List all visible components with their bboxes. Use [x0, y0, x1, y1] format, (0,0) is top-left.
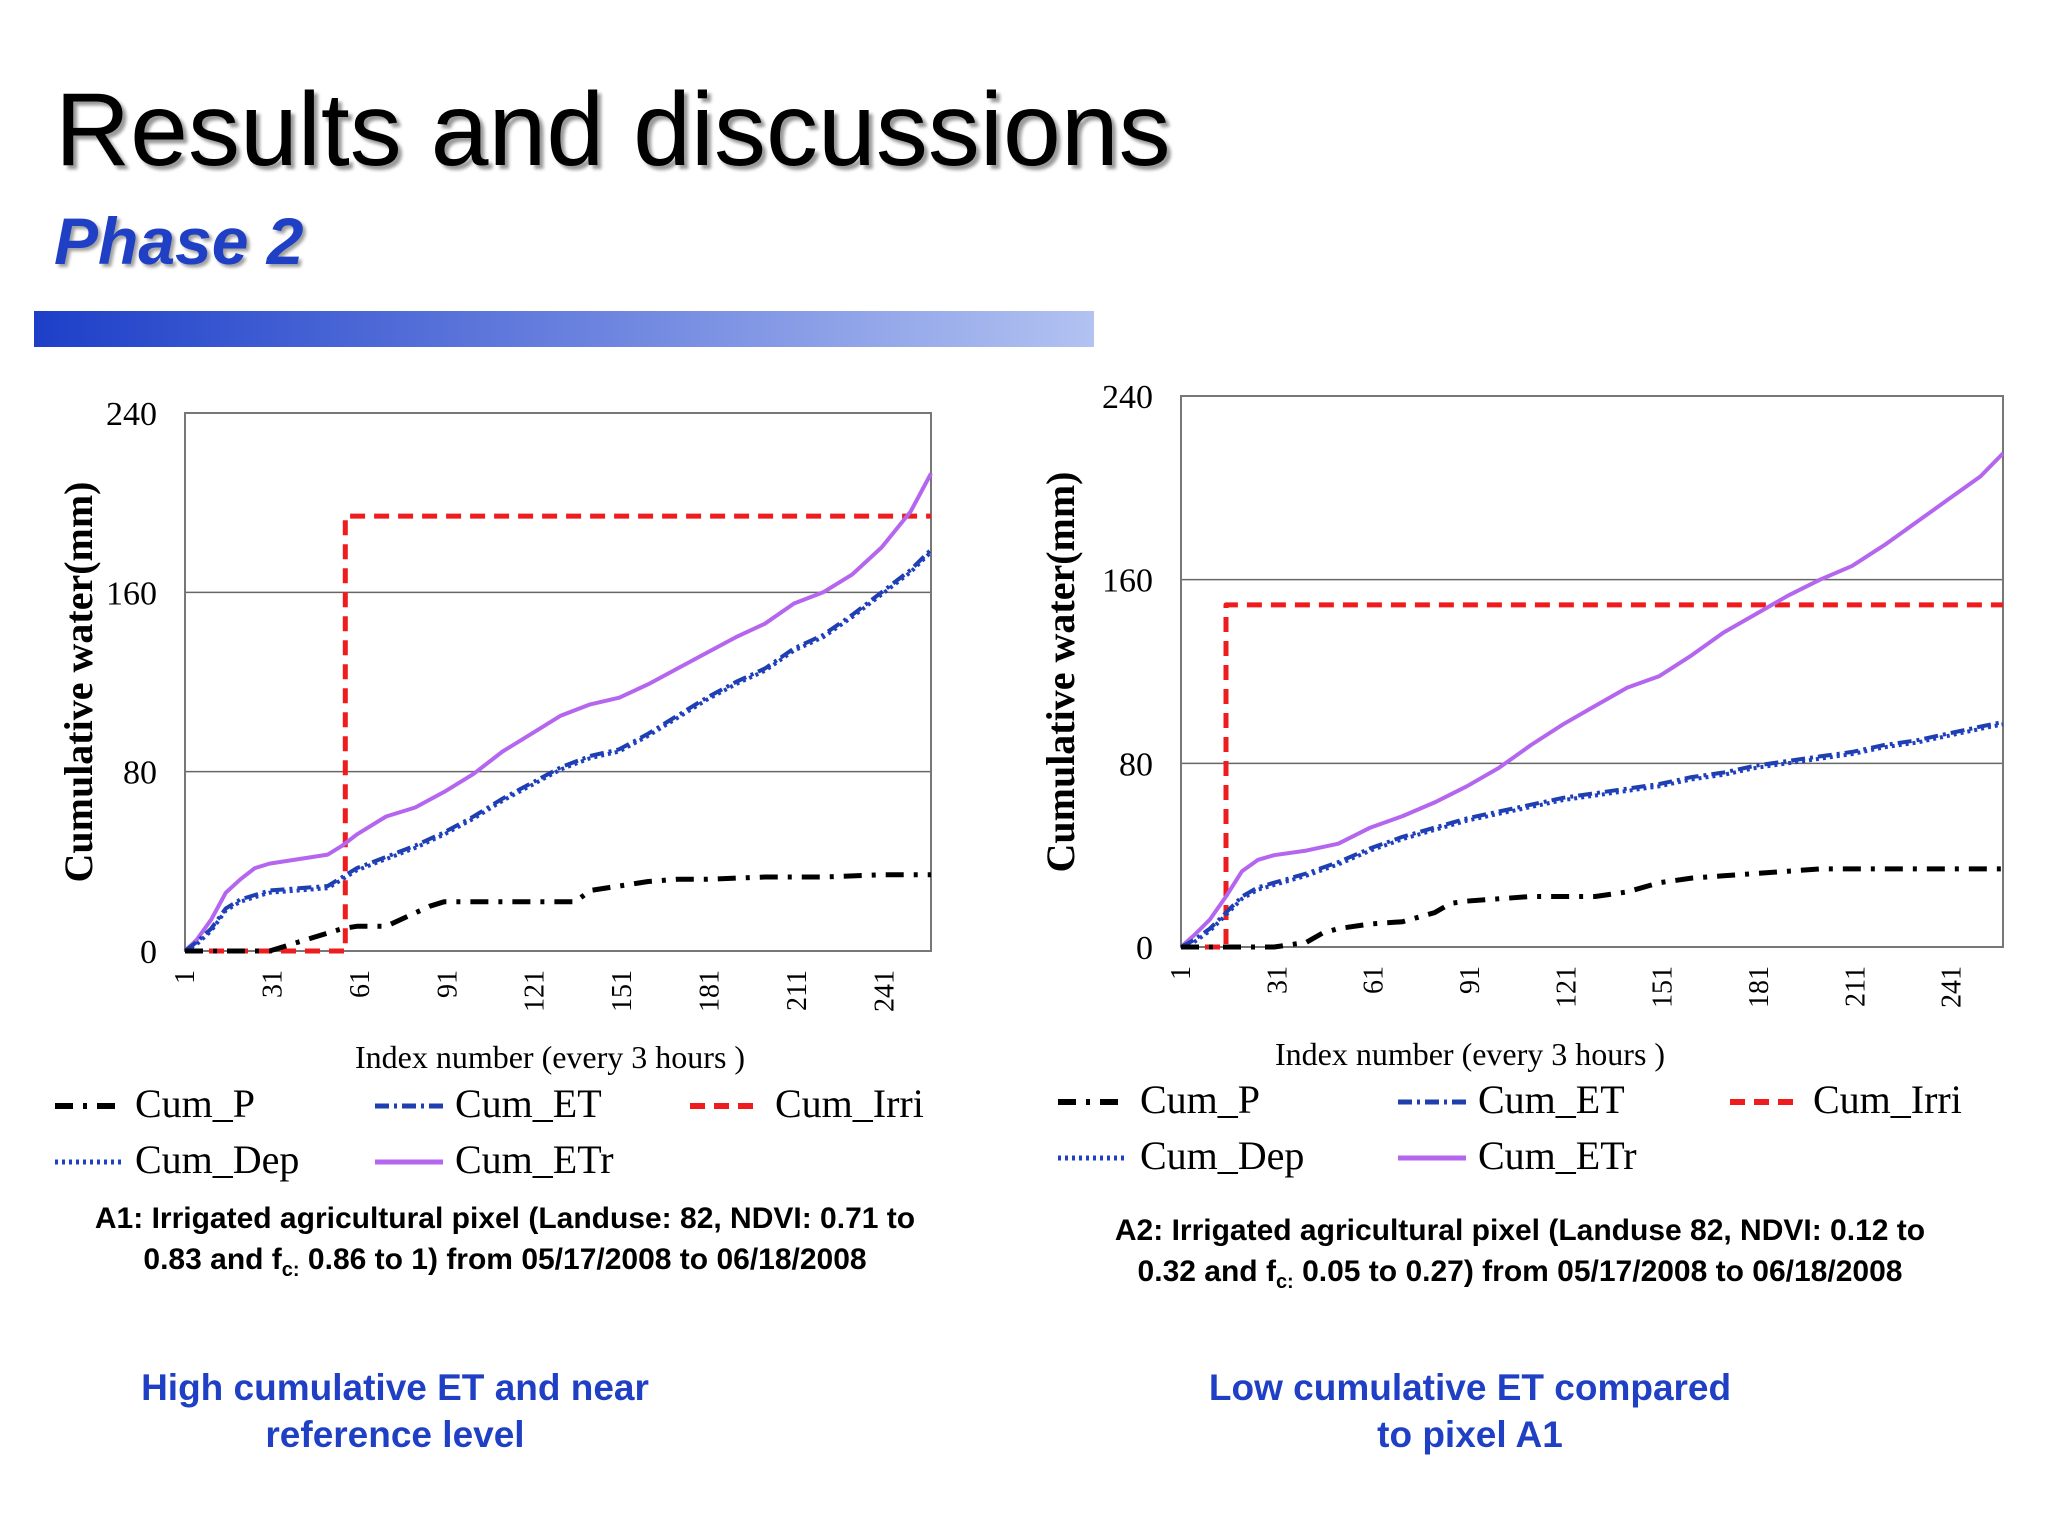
x-axis-label: Index number (every 3 hours )	[1275, 1036, 1665, 1072]
caption-a2-line2-post: 0.05 to 0.27) from 05/17/2008 to 06/18/2…	[1293, 1255, 1903, 1288]
ytick-label-0: 0	[140, 934, 157, 971]
legend-label-cum-et: Cum_ET	[455, 1081, 602, 1126]
plot-frame	[1180, 395, 2004, 948]
series-line-cum-irri	[185, 513, 931, 954]
legend-label-cum-etr: Cum_ETr	[1478, 1133, 1637, 1178]
xtick-label-151: 151	[607, 970, 638, 1012]
legend-label-cum-dep: Cum_Dep	[1140, 1133, 1304, 1178]
xtick-label-181: 181	[1744, 966, 1775, 1008]
series-line-cum-et	[1180, 720, 2004, 949]
slide-title: Results and discussions	[55, 72, 1171, 188]
note-left: High cumulative ET and near reference le…	[95, 1364, 695, 1458]
caption-a2-line2: 0.32 and fc: 0.05 to 0.27) from 05/17/20…	[1045, 1251, 1995, 1303]
xtick-label-91: 91	[432, 970, 463, 998]
ytick-label-80: 80	[123, 755, 157, 792]
note-right-line2: to pixel A1	[1377, 1414, 1563, 1455]
series-line-cum-dep	[184, 550, 933, 953]
legend-label-cum-et: Cum_ET	[1478, 1077, 1625, 1122]
y-axis-label: Cumulative water(mm)	[56, 482, 101, 883]
xtick-label-31: 31	[257, 970, 288, 998]
caption-a1: A1: Irrigated agricultural pixel (Landus…	[30, 1198, 980, 1291]
xtick-label-121: 121	[520, 970, 551, 1012]
caption-a1-line2-post: 0.86 to 1) from 05/17/2008 to 06/18/2008	[299, 1243, 867, 1276]
legend-label-cum-p: Cum_P	[135, 1081, 255, 1126]
note-left-line2: reference level	[265, 1414, 525, 1455]
caption-a2: A2: Irrigated agricultural pixel (Landus…	[1045, 1210, 1995, 1303]
series-line-cum-etr	[183, 472, 933, 953]
xtick-label-91: 91	[1455, 966, 1486, 994]
y-axis-label: Cumulative water(mm)	[1038, 472, 1083, 873]
legend-label-cum-p: Cum_P	[1140, 1077, 1260, 1122]
caption-a1-line2-sub: c:	[281, 1259, 300, 1281]
caption-a2-line2-pre: 0.32 and f	[1137, 1255, 1276, 1288]
series-line-cum-p	[185, 872, 931, 954]
caption-a2-line1: A2: Irrigated agricultural pixel (Landus…	[1114, 1214, 1926, 1247]
slide-subtitle: Phase 2	[54, 204, 304, 278]
ytick-label-240: 240	[106, 396, 157, 433]
legend-label-cum-irri: Cum_Irri	[1813, 1077, 1962, 1122]
chart-A1: 0 80 160 240 1 31 61 91 121 151 181 211 241 Cumulativ…	[55, 396, 933, 1182]
note-right-line1: Low cumulative ET compared	[1208, 1367, 1732, 1408]
caption-a1-line2: 0.83 and fc: 0.86 to 1) from 05/17/2008 …	[30, 1239, 980, 1291]
xtick-label-61: 61	[1359, 966, 1390, 994]
xtick-label-1: 1	[1166, 966, 1197, 980]
series-line-cum-et	[183, 548, 933, 953]
ytick-label-160: 160	[1102, 563, 1153, 600]
ytick-label-80: 80	[1119, 746, 1153, 783]
xtick-label-121: 121	[1551, 966, 1582, 1008]
series-line-cum-irri	[1181, 602, 2003, 950]
ytick-label-0: 0	[1136, 930, 1153, 967]
legend-label-cum-dep: Cum_Dep	[135, 1137, 299, 1182]
xtick-label-61: 61	[345, 970, 376, 998]
series-line-cum-p	[1181, 866, 2003, 950]
xtick-label-241: 241	[1937, 966, 1968, 1008]
note-left-line1: High cumulative ET and near	[141, 1367, 649, 1408]
note-right: Low cumulative ET compared to pixel A1	[1170, 1364, 1770, 1458]
plot-frame	[184, 412, 932, 952]
xtick-label-151: 151	[1648, 966, 1679, 1008]
xtick-label-241: 241	[869, 970, 900, 1012]
ytick-label-240: 240	[1102, 379, 1153, 416]
xtick-label-1: 1	[170, 970, 201, 984]
series-line-cum-dep	[1180, 722, 2004, 949]
legend-label-cum-etr: Cum_ETr	[455, 1137, 614, 1182]
title-underline-bar	[34, 311, 1094, 347]
series-line-cum-etr	[1179, 452, 2005, 949]
ytick-label-160: 160	[106, 575, 157, 612]
xtick-label-211: 211	[1840, 966, 1871, 1007]
caption-a1-line2-pre: 0.83 and f	[143, 1243, 282, 1276]
caption-a1-line1: A1: Irrigated agricultural pixel (Landus…	[94, 1202, 916, 1235]
chart-A2: 0 80 160 240 1 31 61 91 121 151 181 211 241 Cumulativ…	[1038, 379, 2005, 1178]
x-axis-label: Index number (every 3 hours )	[355, 1039, 745, 1075]
xtick-label-211: 211	[782, 970, 813, 1011]
xtick-label-31: 31	[1262, 966, 1293, 994]
caption-a2-line2-sub: c:	[1275, 1271, 1294, 1293]
xtick-label-181: 181	[695, 970, 726, 1012]
legend-label-cum-irri: Cum_Irri	[775, 1081, 924, 1126]
